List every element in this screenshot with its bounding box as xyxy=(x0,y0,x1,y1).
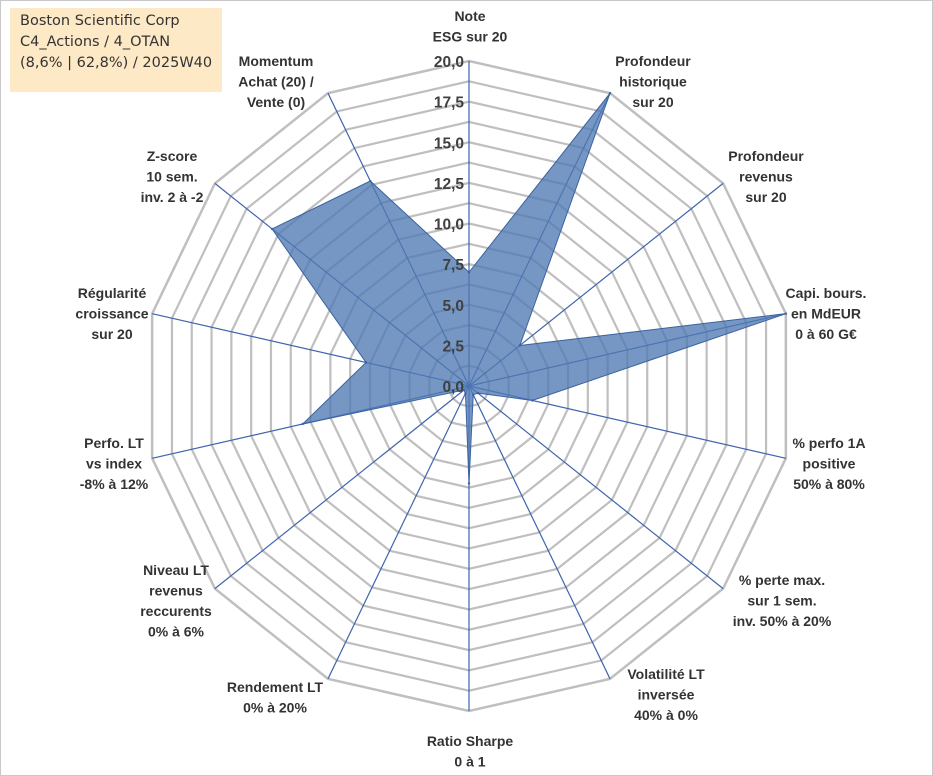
axis-label-2: Profondeur historique sur 20 xyxy=(615,53,691,110)
tick-label: 17,5 xyxy=(434,95,465,112)
axis-label-11: Perfo. LT vs index -8% à 12% xyxy=(80,435,149,492)
title-line-2: C4_Actions / 4_OTAN xyxy=(20,34,171,50)
tick-label: 10,0 xyxy=(434,217,464,234)
data-point-7 xyxy=(472,393,475,396)
tick-label: 15,0 xyxy=(434,135,464,152)
axis-spoke-10 xyxy=(214,385,470,590)
axis-label-8: Ratio Sharpe 0 à 1 xyxy=(427,733,514,770)
data-point-3 xyxy=(518,344,522,347)
radar-tick-labels: 0,0 2,5 5,0 7,5 10,0 12,5 15,0 17,5 20,0 xyxy=(434,54,465,396)
data-point-4 xyxy=(784,312,788,315)
data-point-13 xyxy=(270,227,274,231)
tick-label: 5,0 xyxy=(442,298,464,315)
axis-label-4: Capi. bours. en MdEUR 0 à 60 G€ xyxy=(786,285,867,342)
axis-label-1: Note ESG sur 20 xyxy=(433,8,508,45)
axis-label-14: Momentum Achat (20) / Vente (0) xyxy=(238,53,314,110)
title-line-3: (8,6% | 62,8%) / 2025W40 xyxy=(20,55,213,71)
radar-axis-labels: Note ESG sur 20 Profondeur historique sur 20… xyxy=(75,8,866,770)
tick-label: 2,5 xyxy=(442,338,464,355)
data-point-1 xyxy=(467,271,471,274)
chart-title-box: Boston Scientific Corp C4_Actions / 4_OT… xyxy=(10,8,222,92)
axis-label-13: Z-score 10 sem. inv. 2 à -2 xyxy=(141,148,204,205)
axis-label-3: Profondeur revenus sur 20 xyxy=(728,148,804,205)
data-point-8 xyxy=(467,482,471,485)
axis-label-7: Volatilité LT inversée 40% à 0% xyxy=(627,666,705,723)
tick-label: 20,0 xyxy=(434,54,464,71)
axis-label-6: % perte max. sur 1 sem. inv. 50% à 20% xyxy=(733,572,832,629)
tick-label: 0,0 xyxy=(442,379,464,396)
axis-label-10: Niveau LT revenus reccurents 0% à 6% xyxy=(140,562,212,640)
axis-label-5: % perfo 1A positive 50% à 80% xyxy=(792,435,865,492)
radar-series xyxy=(270,91,788,485)
data-point-5 xyxy=(531,399,534,402)
tick-label: 7,5 xyxy=(442,257,464,274)
axis-label-12: Régularité croissance sur 20 xyxy=(75,285,148,342)
axis-spoke-7 xyxy=(468,385,611,680)
data-point-14 xyxy=(369,179,372,183)
title-line-1: Boston Scientific Corp xyxy=(20,13,180,29)
data-point-11 xyxy=(301,422,304,426)
axis-spoke-9 xyxy=(327,385,470,680)
data-point-2 xyxy=(608,91,612,95)
axis-label-9: Rendement LT 0% à 20% xyxy=(227,679,324,716)
tick-label: 12,5 xyxy=(434,176,465,193)
data-point-12 xyxy=(364,361,368,364)
data-point-9 xyxy=(464,392,467,395)
axis-spoke-6 xyxy=(468,385,724,590)
data-point-6 xyxy=(476,391,480,395)
data-point-10 xyxy=(462,388,466,392)
